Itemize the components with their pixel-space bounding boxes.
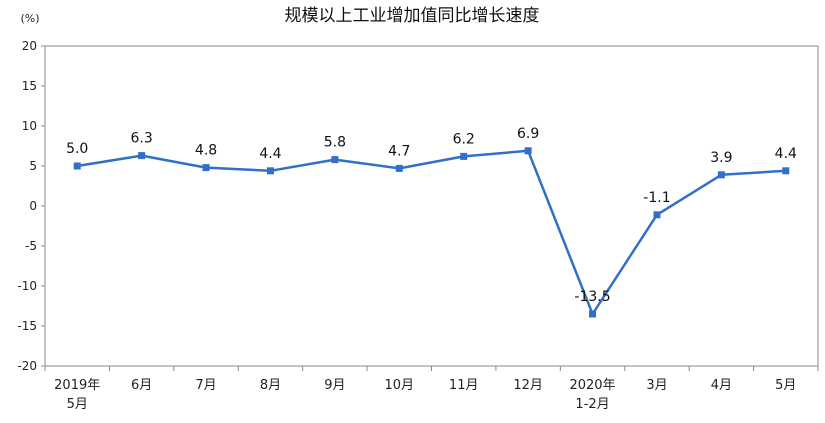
y-tick-label: 20 (22, 39, 37, 53)
x-tick-label: 8月 (260, 378, 281, 393)
data-point (331, 156, 339, 164)
x-tick-label: 3月 (646, 378, 667, 393)
data-label: 6.2 (453, 131, 475, 147)
x-tick-label: 11月 (449, 378, 479, 393)
data-point (460, 152, 468, 160)
data-label: 4.8 (195, 143, 217, 159)
x-axis: 2019年 5月 6月 7月 8月 9月 10月 11月 12月 2020年 1-2月 3月 4月 5月 (44, 366, 819, 412)
y-tick-label: -15 (17, 319, 37, 333)
data-label: 4.4 (259, 146, 281, 162)
y-tick-label: -20 (17, 359, 37, 373)
x-tick-label-line: 12月 (513, 378, 543, 393)
data-point (266, 167, 274, 175)
x-tick-label-line: 10月 (385, 378, 415, 393)
x-tick-label: 6月 (131, 378, 152, 393)
x-tick-label-line: 9月 (324, 378, 345, 393)
y-tick-label: -10 (17, 279, 37, 293)
data-point (138, 152, 146, 160)
x-tick-label-line: 5月 (67, 397, 88, 412)
data-point (589, 310, 597, 318)
x-tick-label-line: 5月 (775, 378, 796, 393)
data-label: 6.3 (130, 131, 152, 147)
data-point (524, 147, 532, 155)
x-tick-label-line: 8月 (260, 378, 281, 393)
x-tick-label-line: 1-2月 (575, 397, 609, 412)
x-tick-label: 10月 (385, 378, 415, 393)
y-axis-unit: (%) (20, 12, 39, 25)
data-label: 4.7 (388, 143, 410, 159)
x-tick-label-line: 3月 (646, 378, 667, 393)
y-tick-label: 5 (29, 159, 37, 173)
y-axis: 20 15 10 5 0 -5 -10 -15 -20 (17, 39, 45, 373)
data-point (782, 167, 790, 175)
x-tick-label-line: 11月 (449, 378, 479, 393)
data-point (653, 211, 661, 219)
data-markers (73, 147, 790, 318)
x-tick-label: 7月 (195, 378, 216, 393)
series-line (77, 149, 786, 316)
x-tick-label: 9月 (324, 378, 345, 393)
chart-title: 规模以上工业增加值同比增长速度 (285, 6, 540, 26)
x-tick-label: 12月 (513, 378, 543, 393)
data-point (73, 162, 81, 170)
x-tick-label-line: 2020年 (569, 378, 615, 393)
data-label: -13.5 (574, 289, 610, 305)
data-point (395, 164, 403, 172)
x-tick-label: 5月 (775, 378, 796, 393)
x-tick-label-line: 2019年 (54, 378, 100, 393)
y-tick-label: 0 (29, 199, 37, 213)
data-point (202, 164, 210, 172)
y-tick-label: 15 (22, 79, 37, 93)
plot-frame (44, 45, 819, 367)
data-label: 3.9 (710, 150, 732, 166)
x-tick-label-line: 7月 (195, 378, 216, 393)
x-tick-label-line: 6月 (131, 378, 152, 393)
x-tick-label: 2019年 5月 (54, 378, 100, 412)
y-tick-label: -5 (25, 239, 37, 253)
data-label: -1.1 (643, 190, 670, 206)
data-point (717, 171, 725, 179)
x-tick-label-line: 4月 (711, 378, 732, 393)
data-label: 5.0 (66, 141, 88, 157)
data-label: 5.8 (324, 135, 346, 151)
data-label: 6.9 (517, 126, 539, 142)
y-tick-label: 10 (22, 119, 37, 133)
data-labels: 5.0 6.3 4.8 4.4 5.8 4.7 6.2 6.9 -13.5 -1.1 3.9 4.4 (66, 126, 797, 305)
data-label: 4.4 (775, 146, 797, 162)
x-tick-label: 2020年 1-2月 (569, 378, 615, 412)
x-tick-label: 4月 (711, 378, 732, 393)
